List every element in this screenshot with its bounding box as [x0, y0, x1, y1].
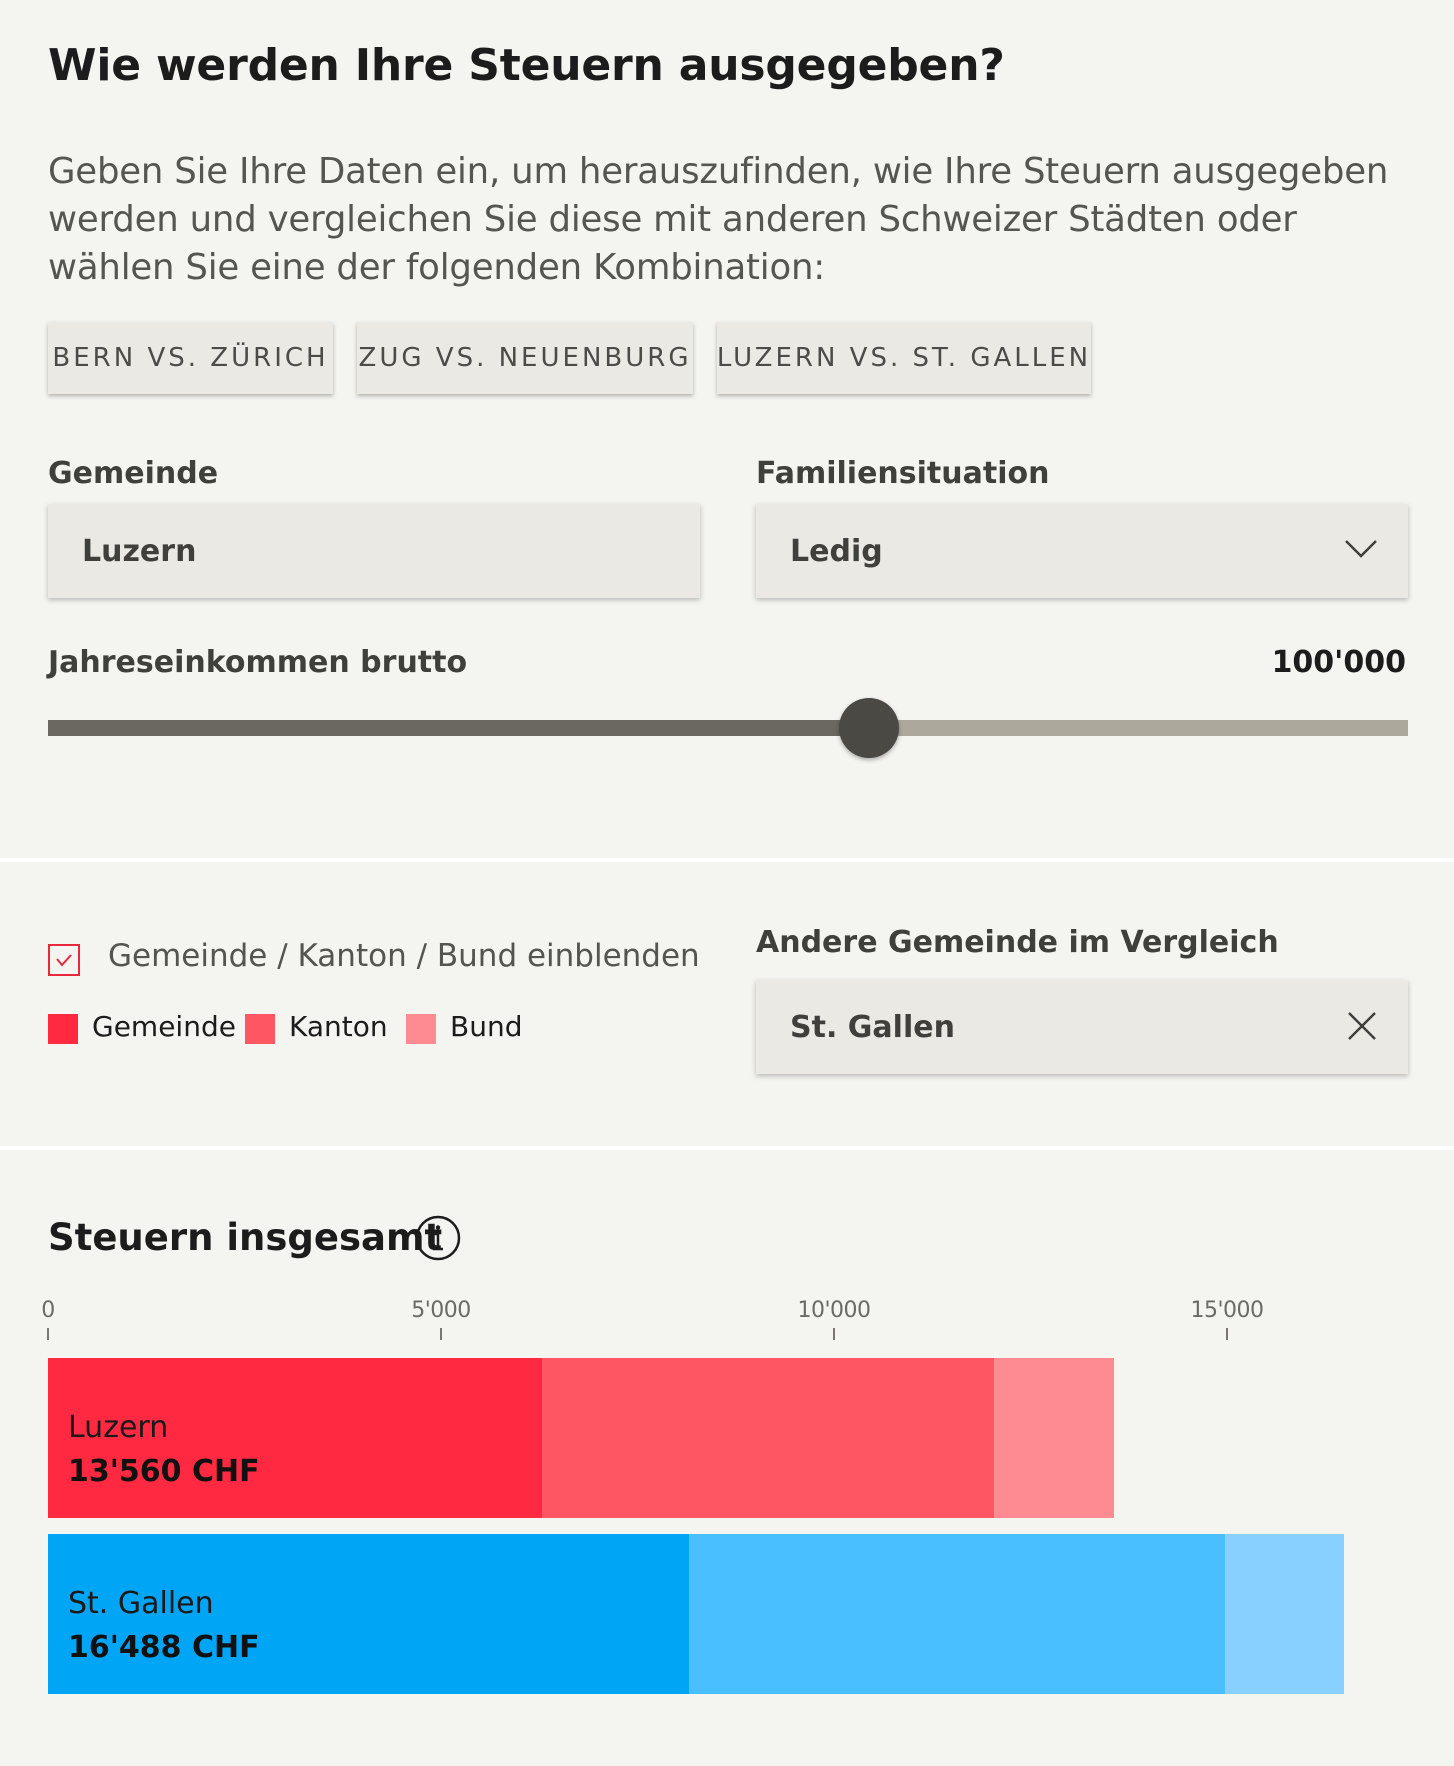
gemeinde-label: Gemeinde	[48, 456, 219, 491]
close-icon[interactable]	[1346, 1010, 1378, 1042]
axis-tick-mark	[833, 1328, 835, 1340]
page-title: Wie werden Ihre Steuern ausgegeben?	[48, 40, 1005, 91]
toggle-levels-checkbox[interactable]	[48, 944, 80, 976]
familiensituation-select[interactable]: Ledig	[756, 504, 1408, 598]
compare-label: Andere Gemeinde im Vergleich	[756, 925, 1279, 960]
axis-tick-label: 0	[41, 1298, 55, 1323]
income-value: 100'000	[1271, 645, 1406, 680]
info-icon[interactable]	[414, 1214, 462, 1262]
axis-tick-mark	[47, 1328, 49, 1340]
compare-gemeinde-input[interactable]: St. Gallen	[756, 980, 1408, 1074]
section-divider	[0, 858, 1454, 862]
axis-tick-mark	[1226, 1328, 1228, 1340]
bar-segment-kanton	[688, 1534, 1225, 1694]
legend-label-gemeinde: Gemeinde	[92, 1010, 236, 1043]
checkmark-icon	[56, 954, 72, 967]
bar-label-total: 16'488 CHF	[68, 1630, 260, 1665]
axis-tick-label: 10'000	[797, 1298, 871, 1323]
legend-label-kanton: Kanton	[289, 1010, 388, 1043]
bar-segment-gemeinde	[48, 1534, 689, 1694]
axis-tick-label: 5'000	[411, 1298, 471, 1323]
income-label: Jahreseinkommen brutto	[48, 645, 468, 680]
preset-button-zug-neuenburg[interactable]: ZUG VS. NEUENBURG	[357, 322, 693, 394]
axis-tick-label: 15'000	[1190, 1298, 1264, 1323]
chart-title: Steuern insgesamt	[48, 1216, 443, 1259]
bar-segment-kanton	[542, 1358, 995, 1518]
bar-label-name: Luzern	[68, 1410, 169, 1445]
bar-label-name: St. Gallen	[68, 1586, 214, 1621]
legend-swatch-kanton	[245, 1014, 275, 1044]
gemeinde-input-value: Luzern	[82, 533, 197, 569]
compare-gemeinde-value: St. Gallen	[790, 1009, 955, 1045]
familiensituation-label: Familiensituation	[756, 456, 1050, 491]
familiensituation-value: Ledig	[790, 533, 883, 569]
chevron-down-icon	[1345, 540, 1377, 558]
legend-swatch-bund	[406, 1014, 436, 1044]
toggle-levels-label[interactable]: Gemeinde / Kanton / Bund einblenden	[108, 938, 700, 974]
income-slider-thumb[interactable]	[839, 698, 900, 758]
intro-text: Geben Sie Ihre Daten ein, um herauszufin…	[48, 151, 1389, 288]
section-divider	[0, 1146, 1454, 1150]
legend-swatch-gemeinde	[48, 1014, 78, 1044]
preset-button-luzern-stgallen[interactable]: LUZERN VS. ST. GALLEN	[717, 322, 1091, 394]
axis-tick-mark	[440, 1328, 442, 1340]
bar-label-total: 13'560 CHF	[68, 1454, 260, 1489]
preset-button-bern-zuerich[interactable]: BERN VS. ZÜRICH	[48, 322, 333, 394]
gemeinde-input[interactable]: Luzern	[48, 504, 700, 598]
bar-segment-gemeinde	[48, 1358, 543, 1518]
income-slider-fill	[48, 720, 870, 736]
legend-label-bund: Bund	[450, 1010, 523, 1043]
bar-segment-bund	[994, 1358, 1114, 1518]
bar-segment-bund	[1224, 1534, 1344, 1694]
